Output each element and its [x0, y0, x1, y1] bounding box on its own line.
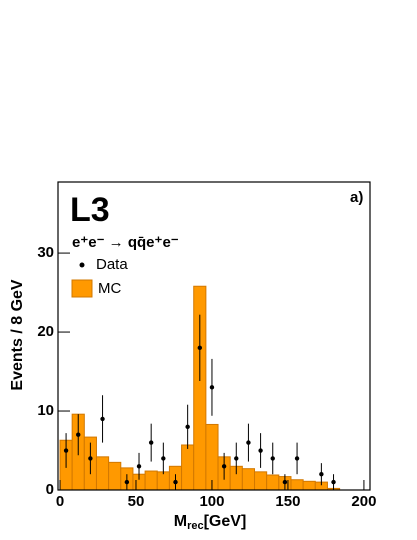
x-tick-label: 50: [128, 493, 145, 510]
mc-bin: [254, 471, 268, 491]
mc-bin: [290, 479, 304, 491]
data-point: [246, 440, 251, 445]
y-tick-label: 30: [37, 244, 54, 261]
data-point: [270, 456, 275, 461]
x-tick-label: 0: [56, 493, 64, 510]
data-point: [319, 472, 324, 477]
data-point: [161, 456, 166, 461]
mc-bin: [144, 470, 158, 491]
data-point: [88, 456, 93, 461]
y-tick-label: 20: [37, 323, 54, 340]
mc-bin: [108, 461, 122, 491]
panel-label: a): [350, 189, 363, 206]
data-point: [282, 479, 288, 485]
data-point: [209, 385, 215, 390]
x-axis-label: Mrec[GeV]: [174, 513, 247, 532]
data-point: [100, 416, 105, 422]
data-point: [197, 345, 203, 351]
mc-bin: [156, 471, 170, 491]
y-axis-label: Events / 8 GeV: [9, 279, 26, 390]
mc-bin: [95, 456, 110, 491]
legend-label: Data: [96, 256, 128, 273]
y-tick-label: 10: [37, 402, 54, 419]
data-point: [221, 464, 227, 469]
data-point: [136, 464, 142, 469]
data-point: [124, 479, 130, 485]
legend-label: MC: [98, 280, 121, 297]
x-label-unit: [GeV]: [204, 513, 247, 530]
x-tick-label: 100: [199, 493, 224, 510]
process-label: e⁺e⁻ → qq̄e⁺e⁻: [72, 234, 179, 251]
x-tick-label: 200: [351, 493, 376, 510]
data-point: [294, 456, 300, 461]
data-point: [63, 448, 69, 453]
mc-bin: [181, 444, 195, 491]
data-point: [234, 456, 239, 461]
plot-frame: [57, 181, 371, 491]
data-point: [185, 424, 190, 430]
x-label-sub: rec: [187, 520, 204, 532]
data-point: [331, 479, 336, 485]
mc-bin: [241, 468, 256, 491]
experiment-label: L3: [70, 191, 110, 229]
legend-marker: [79, 262, 85, 268]
legend-swatch: [71, 279, 93, 298]
mc-bin: [302, 480, 316, 491]
data-point: [76, 432, 81, 437]
data-point: [148, 440, 154, 445]
x-label-main: M: [174, 513, 187, 530]
x-tick-label: 150: [275, 493, 300, 510]
data-point: [258, 448, 263, 453]
mc-bin: [266, 474, 280, 491]
y-tick-label: 0: [46, 481, 54, 498]
data-point: [173, 479, 178, 485]
